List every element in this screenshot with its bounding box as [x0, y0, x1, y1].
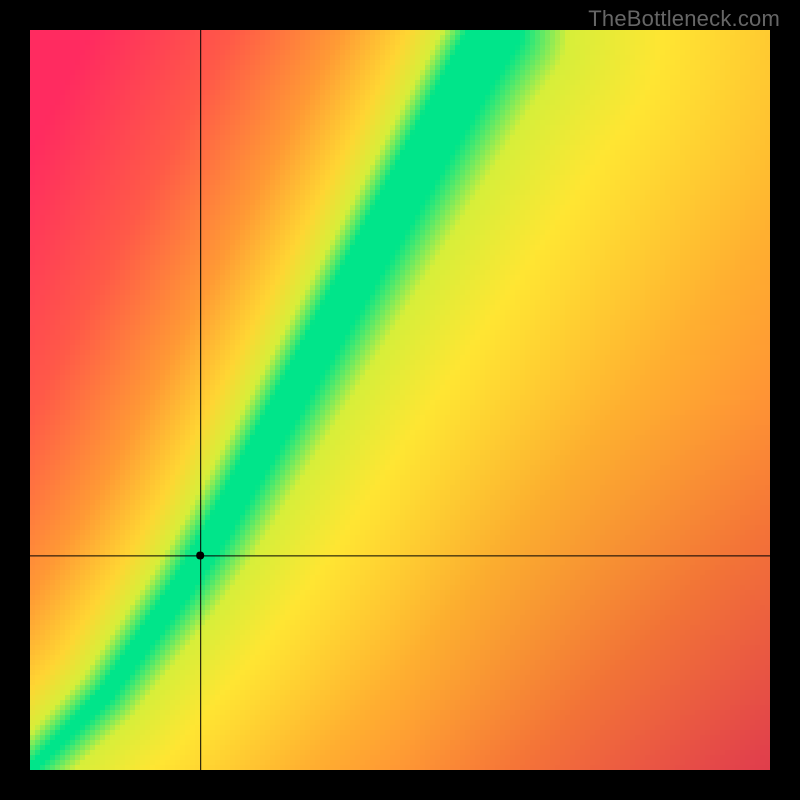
- watermark-text: TheBottleneck.com: [588, 6, 780, 32]
- chart-container: TheBottleneck.com: [0, 0, 800, 800]
- crosshair-overlay: [30, 30, 770, 770]
